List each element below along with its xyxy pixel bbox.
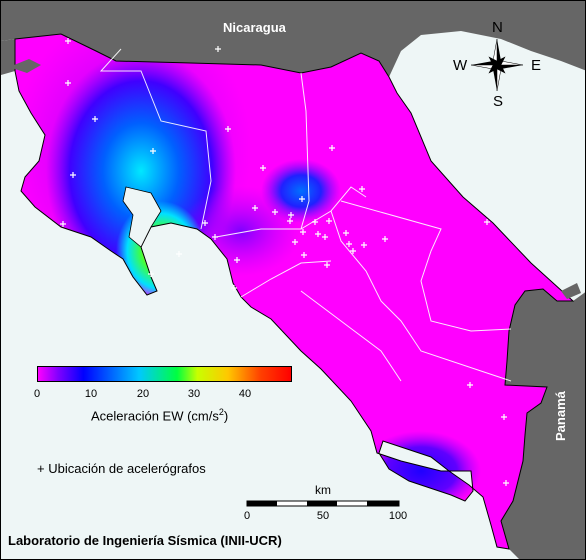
colorbar-tick: 10 bbox=[84, 388, 98, 400]
panama-label: Panamá bbox=[553, 391, 568, 441]
compass-s: S bbox=[493, 93, 504, 110]
colorbar-tick: 30 bbox=[187, 388, 201, 400]
nicoya-gulf bbox=[122, 186, 162, 248]
scale-title: km bbox=[315, 483, 331, 497]
island bbox=[561, 283, 581, 299]
legend-text: Ubicación de acelerógrafos bbox=[48, 461, 206, 476]
scale-bar bbox=[246, 500, 400, 507]
footer-credit: Laboratorio de Ingeniería Sísmica (INII-… bbox=[8, 533, 282, 548]
scale-tick: 0 bbox=[243, 510, 251, 522]
colorbar-tick: 0 bbox=[33, 388, 41, 400]
scale-tick: 50 bbox=[316, 510, 330, 522]
panama-land bbox=[501, 289, 585, 559]
island bbox=[9, 59, 41, 73]
province-boundaries bbox=[99, 48, 512, 382]
compass-rose bbox=[470, 38, 524, 92]
colorbar-title: Aceleración EW (cm/s2) bbox=[91, 407, 229, 424]
compass-w: W bbox=[453, 57, 468, 74]
nicaragua-land bbox=[1, 1, 585, 77]
colorbar-tick: 40 bbox=[238, 388, 252, 400]
compass-n: N bbox=[492, 19, 503, 36]
compass-e: E bbox=[531, 57, 542, 74]
west-land bbox=[1, 39, 15, 75]
colorbar-tick: 20 bbox=[136, 388, 150, 400]
nicaragua-label: Nicaragua bbox=[223, 20, 286, 35]
station-markers bbox=[60, 38, 509, 486]
colorbar bbox=[37, 366, 292, 382]
plus-icon: + bbox=[37, 461, 45, 476]
scale-tick: 100 bbox=[388, 510, 408, 522]
station-legend: + Ubicación de acelerógrafos bbox=[37, 461, 206, 476]
